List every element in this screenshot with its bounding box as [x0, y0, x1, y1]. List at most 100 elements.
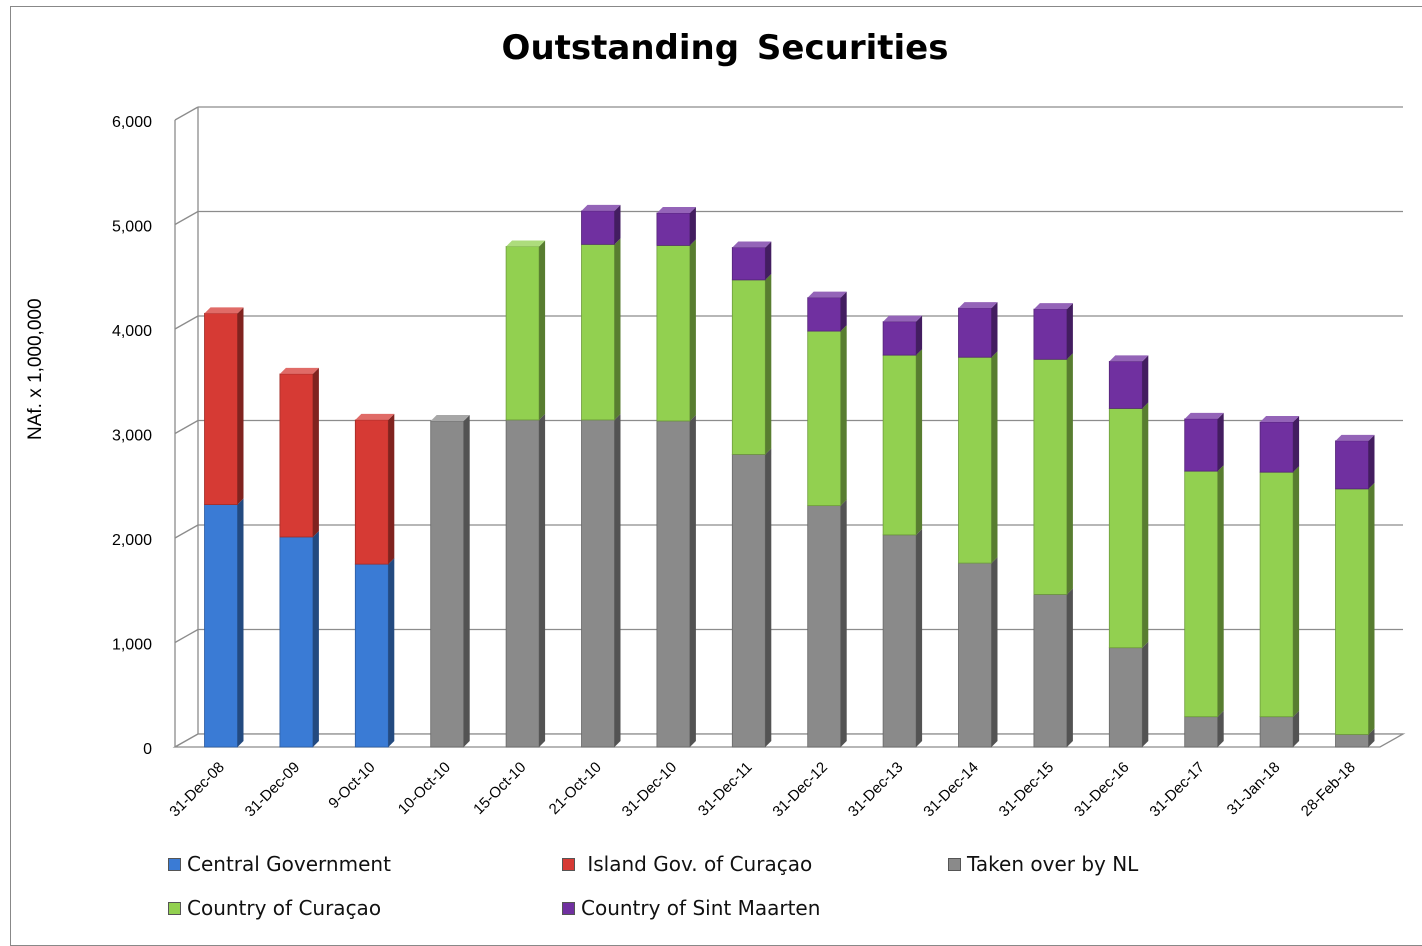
- bar-island-gov-of-cura-ao: [204, 312, 238, 505]
- bar-side: [463, 414, 470, 747]
- legend-swatch: [168, 901, 181, 915]
- bar-side: [1142, 641, 1149, 747]
- x-tick-label: 31-Dec-15: [996, 759, 1058, 821]
- bar-country-of-sint-maarten: [656, 212, 691, 246]
- bar-central-government: [204, 504, 238, 748]
- bar-top: [355, 413, 395, 420]
- y-tick-label: 4,000: [112, 323, 152, 340]
- bar-side: [1142, 402, 1149, 648]
- y-tick-label: 5,000: [112, 219, 152, 236]
- bar-country-of-cura-ao: [807, 330, 842, 507]
- bar-side: [689, 414, 696, 747]
- bar-side: [689, 239, 696, 421]
- chart-title: Outstanding Securities: [501, 28, 949, 68]
- bar-country-of-sint-maarten: [1335, 440, 1369, 490]
- legend-item-country-sint-maarten: Country of Sint Maarten: [562, 896, 820, 920]
- x-tick-label: 28-Feb-18: [1298, 759, 1359, 820]
- bar-side: [237, 498, 244, 747]
- bar-country-of-cura-ao: [731, 279, 766, 455]
- gridline-depth: [174, 419, 199, 435]
- bar-side: [388, 413, 395, 565]
- bar-side: [765, 273, 772, 455]
- bar-taken-over-by-nl: [731, 453, 766, 748]
- bar-top: [1033, 303, 1073, 310]
- bar-island-gov-of-cura-ao: [354, 419, 389, 565]
- x-tick-label: 15-Oct-10: [470, 759, 529, 818]
- x-tick-label: 31-Dec-08: [166, 759, 228, 821]
- bar-country-of-cura-ao: [882, 354, 917, 536]
- bar-country-of-sint-maarten: [731, 247, 766, 281]
- x-tick-label: 9-Oct-10: [325, 759, 378, 812]
- bar-top: [656, 207, 696, 214]
- bar-side: [916, 349, 923, 535]
- bar-side: [916, 315, 923, 356]
- bar-top: [581, 204, 621, 211]
- x-tick-label: 31-Dec-11: [695, 759, 756, 820]
- bar-top: [204, 307, 244, 314]
- x-tick-label: 31-Dec-13: [845, 759, 907, 821]
- bar-country-of-sint-maarten: [958, 307, 992, 358]
- bar-country-of-sint-maarten: [807, 297, 842, 332]
- bar-country-of-sint-maarten: [882, 321, 917, 356]
- bar-side: [1066, 353, 1073, 595]
- bar-side: [614, 204, 621, 245]
- bar-side: [765, 241, 772, 280]
- bar-taken-over-by-nl: [1335, 734, 1369, 748]
- legend-item-country-curacao: Country of Curaçao: [168, 896, 381, 920]
- bar-side: [991, 557, 998, 747]
- legend-label: Island Gov. of Curaçao: [581, 852, 813, 876]
- bar-taken-over-by-nl: [581, 419, 615, 748]
- bar-side: [840, 499, 847, 747]
- x-tick-label: 31-Dec-09: [242, 759, 304, 821]
- x-tick-label: 31-Dec-12: [769, 759, 831, 821]
- chart-plot: 0 1,000 2,000 3,000 4,000 5,000 6,000 31-Dec-08…: [112, 106, 1406, 821]
- bar-side: [539, 240, 546, 420]
- bar-country-of-sint-maarten: [1033, 308, 1068, 360]
- bar-side: [388, 558, 395, 747]
- bar-taken-over-by-nl: [958, 562, 992, 748]
- gridline-depth: [174, 315, 199, 330]
- bar-side: [539, 413, 546, 747]
- bar-side: [1293, 466, 1300, 717]
- bar-country-of-sint-maarten: [1108, 360, 1143, 409]
- legend-label: Country of Curaçao: [187, 896, 382, 920]
- bar-country-of-cura-ao: [958, 356, 992, 564]
- y-tick-label: 1,000: [112, 637, 152, 654]
- bar-country-of-cura-ao: [1259, 471, 1294, 718]
- gridline-depth: [174, 210, 199, 226]
- legend-label: Central Government: [187, 852, 391, 876]
- y-tick-label: 0: [143, 741, 152, 758]
- bar-country-of-cura-ao: [1335, 488, 1369, 735]
- legend-item-island-gov: Island Gov. of Curaçao: [562, 852, 812, 876]
- bar-central-government: [354, 563, 389, 748]
- bar-side: [237, 307, 244, 505]
- bar-top: [506, 240, 546, 247]
- bar-taken-over-by-nl: [807, 505, 842, 748]
- bar-side: [1368, 434, 1375, 489]
- bar-country-of-cura-ao: [1033, 358, 1068, 595]
- legend-swatch: [948, 857, 961, 871]
- bar-side: [1066, 303, 1073, 360]
- bar-taken-over-by-nl: [1033, 594, 1068, 748]
- bar-top: [883, 315, 923, 322]
- bar-side: [1368, 482, 1375, 735]
- bar-central-government: [279, 536, 314, 748]
- bar-side: [840, 291, 847, 332]
- gridline-depth: [174, 106, 199, 121]
- bar-taken-over-by-nl: [1108, 647, 1143, 748]
- x-tick-label: 21-Oct-10: [546, 759, 605, 818]
- x-tick-label: 31-Jan-18: [1224, 759, 1284, 819]
- bar-country-of-cura-ao: [656, 244, 691, 422]
- bar-top: [430, 414, 470, 421]
- grid-layer: [172, 106, 1406, 748]
- gridline-depth: [174, 524, 199, 539]
- bar-taken-over-by-nl: [1259, 716, 1294, 748]
- bar-country-of-cura-ao: [505, 246, 540, 421]
- legend-label: Country of Sint Maarten: [581, 896, 821, 920]
- legend: Central Government Island Gov. of Curaça…: [168, 852, 1368, 932]
- bar-side: [1217, 710, 1224, 747]
- bar-side: [1293, 416, 1300, 473]
- legend-swatch: [562, 857, 575, 871]
- legend-label: Taken over by NL: [967, 852, 1139, 876]
- bar-taken-over-by-nl: [656, 420, 691, 748]
